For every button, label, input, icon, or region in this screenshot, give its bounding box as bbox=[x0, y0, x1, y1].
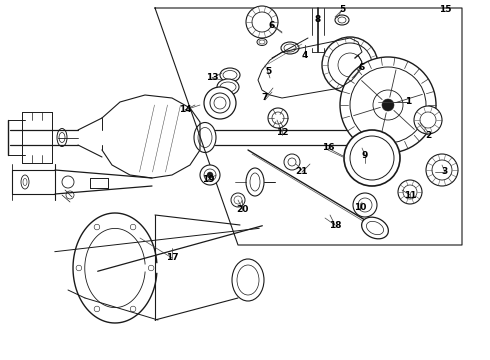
Text: 14: 14 bbox=[179, 105, 191, 114]
Circle shape bbox=[130, 306, 136, 312]
Circle shape bbox=[207, 172, 213, 178]
Text: 11: 11 bbox=[404, 190, 416, 199]
Circle shape bbox=[76, 265, 82, 271]
Circle shape bbox=[246, 6, 278, 38]
Text: 9: 9 bbox=[362, 150, 368, 159]
Circle shape bbox=[371, 152, 376, 157]
Circle shape bbox=[382, 99, 394, 111]
Text: 18: 18 bbox=[329, 220, 341, 230]
Circle shape bbox=[200, 165, 220, 185]
Circle shape bbox=[148, 265, 154, 271]
Text: 3: 3 bbox=[442, 167, 448, 176]
Circle shape bbox=[358, 146, 363, 150]
Text: 17: 17 bbox=[166, 253, 178, 262]
Circle shape bbox=[353, 193, 377, 217]
Text: 21: 21 bbox=[296, 167, 308, 176]
Circle shape bbox=[426, 154, 458, 186]
Text: 8: 8 bbox=[315, 15, 321, 24]
Text: 10: 10 bbox=[354, 203, 366, 212]
Circle shape bbox=[94, 306, 100, 312]
Ellipse shape bbox=[335, 15, 349, 25]
Ellipse shape bbox=[246, 168, 264, 196]
Circle shape bbox=[358, 125, 363, 129]
Ellipse shape bbox=[362, 217, 389, 239]
Ellipse shape bbox=[220, 68, 240, 82]
Circle shape bbox=[268, 108, 288, 128]
Text: 16: 16 bbox=[322, 144, 334, 153]
Circle shape bbox=[210, 93, 230, 113]
Ellipse shape bbox=[217, 79, 239, 95]
Circle shape bbox=[322, 37, 378, 93]
Text: 5: 5 bbox=[265, 68, 271, 77]
Text: 2: 2 bbox=[425, 130, 431, 139]
Text: 1: 1 bbox=[405, 98, 411, 107]
Circle shape bbox=[62, 176, 74, 188]
Circle shape bbox=[398, 180, 422, 204]
Text: 13: 13 bbox=[206, 73, 218, 82]
Circle shape bbox=[94, 224, 100, 230]
Text: 6: 6 bbox=[359, 63, 365, 72]
Text: 5: 5 bbox=[339, 5, 345, 14]
Circle shape bbox=[130, 224, 136, 230]
Text: 6: 6 bbox=[269, 21, 275, 30]
Text: 19: 19 bbox=[202, 175, 214, 184]
Circle shape bbox=[380, 135, 384, 140]
Circle shape bbox=[231, 193, 245, 207]
Ellipse shape bbox=[257, 39, 267, 45]
Text: 7: 7 bbox=[262, 94, 268, 103]
Circle shape bbox=[284, 154, 300, 170]
Text: 20: 20 bbox=[236, 206, 248, 215]
Text: 15: 15 bbox=[439, 5, 451, 14]
Circle shape bbox=[344, 130, 400, 186]
Text: 4: 4 bbox=[302, 50, 308, 59]
Ellipse shape bbox=[356, 114, 384, 161]
Ellipse shape bbox=[232, 259, 264, 301]
Text: 12: 12 bbox=[276, 127, 288, 136]
Ellipse shape bbox=[281, 42, 299, 54]
Circle shape bbox=[204, 87, 236, 119]
Circle shape bbox=[340, 57, 436, 153]
Circle shape bbox=[414, 106, 442, 134]
Circle shape bbox=[371, 118, 376, 123]
